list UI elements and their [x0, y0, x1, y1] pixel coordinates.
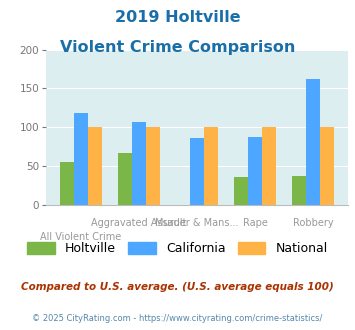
- Text: Compared to U.S. average. (U.S. average equals 100): Compared to U.S. average. (U.S. average …: [21, 282, 334, 292]
- Bar: [292, 176, 306, 205]
- Bar: [74, 113, 88, 205]
- Bar: [234, 178, 248, 205]
- Text: Robbery: Robbery: [293, 218, 334, 228]
- Bar: [320, 127, 334, 205]
- Bar: [262, 127, 276, 205]
- Bar: [118, 153, 132, 205]
- Bar: [306, 79, 320, 205]
- Text: Aggravated Assault: Aggravated Assault: [91, 218, 187, 228]
- Bar: [204, 127, 218, 205]
- Text: 2019 Holtville: 2019 Holtville: [115, 10, 240, 25]
- Bar: [146, 127, 160, 205]
- Bar: [132, 122, 146, 205]
- Legend: Holtville, California, National: Holtville, California, National: [22, 237, 333, 260]
- Text: © 2025 CityRating.com - https://www.cityrating.com/crime-statistics/: © 2025 CityRating.com - https://www.city…: [32, 314, 323, 323]
- Text: All Violent Crime: All Violent Crime: [40, 232, 121, 242]
- Text: Murder & Mans...: Murder & Mans...: [155, 218, 239, 228]
- Bar: [190, 138, 204, 205]
- Bar: [248, 137, 262, 205]
- Text: Violent Crime Comparison: Violent Crime Comparison: [60, 40, 295, 54]
- Bar: [88, 127, 102, 205]
- Text: Rape: Rape: [243, 218, 268, 228]
- Bar: [60, 162, 74, 205]
